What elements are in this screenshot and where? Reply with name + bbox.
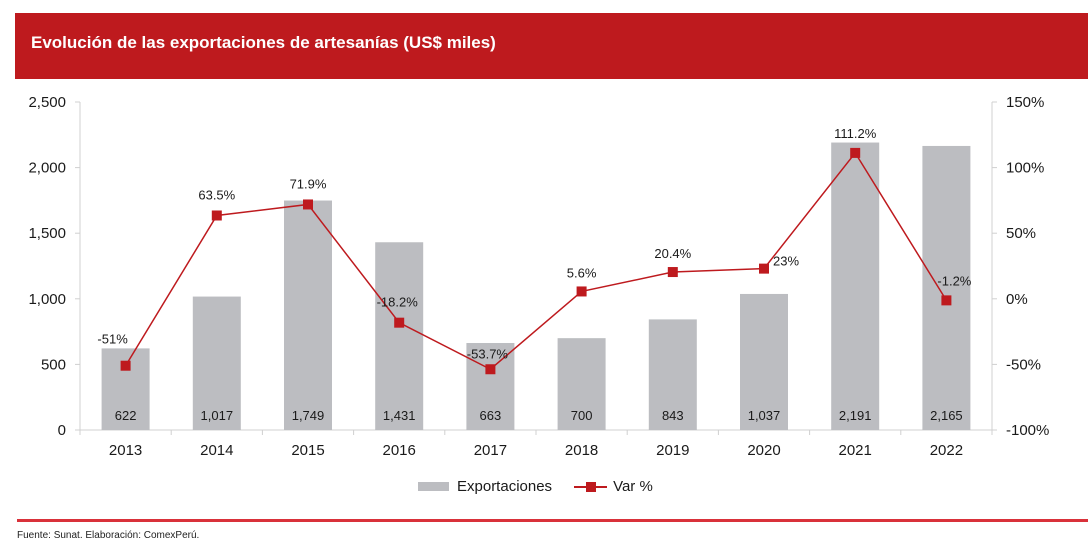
var-value-label: -53.7%: [467, 346, 509, 361]
right-tick-label: 50%: [1006, 225, 1036, 242]
var-marker: [850, 147, 861, 158]
var-value-label: 23%: [773, 254, 799, 269]
x-tick-label: 2019: [656, 442, 689, 459]
bar-value-label: 1,749: [292, 408, 325, 423]
legend: Exportaciones Var %: [418, 478, 675, 495]
footer-divider: [17, 519, 1088, 522]
legend-bar-swatch: [418, 482, 449, 491]
legend-label: Exportaciones: [457, 478, 553, 495]
var-marker: [759, 263, 769, 274]
bar: [466, 343, 515, 430]
x-tick-label: 2015: [291, 442, 324, 459]
var-marker: [576, 286, 587, 297]
var-marker: [211, 210, 222, 221]
bar-value-label: 663: [480, 408, 502, 423]
bar-series: [101, 142, 971, 430]
bar: [922, 145, 971, 430]
line-series: [120, 147, 952, 375]
title-bar: Evolución de las exportaciones de artesa…: [15, 13, 1088, 79]
var-marker: [667, 267, 678, 278]
data-labels: 622 1,017 1,749 1,431 663 700 843 1,037 2,191 2,1…: [97, 126, 971, 423]
var-value-label: -1.2%: [937, 273, 971, 288]
var-value-label: 111.2%: [834, 126, 877, 141]
var-marker: [303, 199, 313, 210]
right-tick-label: -50%: [1006, 356, 1041, 373]
left-tick-label: 2,000: [28, 160, 66, 177]
bar-value-label: 1,037: [748, 408, 781, 423]
right-tick-label: 0%: [1006, 291, 1028, 308]
var-line: [124, 151, 948, 371]
left-tick-label: 1,000: [28, 291, 66, 308]
bar: [557, 338, 606, 430]
x-tick-label: 2020: [747, 442, 780, 459]
legend-line-marker-swatch: [574, 481, 608, 492]
axes: 0 500 1,000 1,500 2,000 2,500 -100% -50% 0% 50% 10…: [28, 94, 1049, 459]
left-tick-label: 500: [41, 356, 66, 373]
var-marker: [485, 364, 496, 375]
var-marker: [941, 295, 952, 306]
bar-value-label: 1,017: [201, 408, 234, 423]
bar: [831, 142, 880, 430]
bar-value-label: 1,431: [383, 408, 416, 423]
var-value-label: 71.9%: [290, 176, 327, 191]
bar-value-label: 700: [571, 408, 593, 423]
legend-item-var: Var %: [574, 478, 653, 495]
var-value-label: -18.2%: [377, 295, 419, 310]
bar-value-label: 2,191: [839, 408, 872, 423]
legend-label: Var %: [613, 478, 653, 495]
right-tick-label: 150%: [1006, 94, 1044, 111]
var-value-label: 20.4%: [654, 246, 691, 261]
source-note: Fuente: Sunat. Elaboración: ComexPerú.: [17, 530, 200, 541]
bar: [284, 200, 332, 430]
bar-value-label: 622: [115, 408, 137, 423]
right-tick-label: 100%: [1006, 160, 1044, 177]
left-tick-label: 2,500: [28, 94, 66, 111]
bar-value-label: 2,165: [930, 408, 963, 423]
x-tick-label: 2021: [839, 442, 872, 459]
left-tick-label: 0: [58, 422, 66, 439]
var-marker: [394, 317, 405, 328]
x-tick-label: 2016: [383, 442, 416, 459]
var-value-label: -51%: [97, 332, 128, 347]
x-tick-label: 2022: [930, 442, 963, 459]
chart-title: Evolución de las exportaciones de artesa…: [31, 33, 496, 52]
var-value-label: 63.5%: [198, 187, 235, 202]
x-tick-label: 2017: [474, 442, 507, 459]
bar: [192, 296, 241, 430]
bar: [375, 242, 424, 430]
bar-value-label: 843: [662, 408, 684, 423]
var-marker: [120, 360, 131, 371]
left-tick-label: 1,500: [28, 225, 66, 242]
var-value-label: 5.6%: [567, 265, 597, 280]
right-tick-label: -100%: [1006, 422, 1049, 439]
x-tick-label: 2018: [565, 442, 598, 459]
x-tick-label: 2013: [109, 442, 142, 459]
bar: [648, 319, 697, 430]
x-tick-label: 2014: [200, 442, 233, 459]
legend-item-exportaciones: Exportaciones: [418, 478, 552, 495]
bar: [740, 293, 788, 430]
